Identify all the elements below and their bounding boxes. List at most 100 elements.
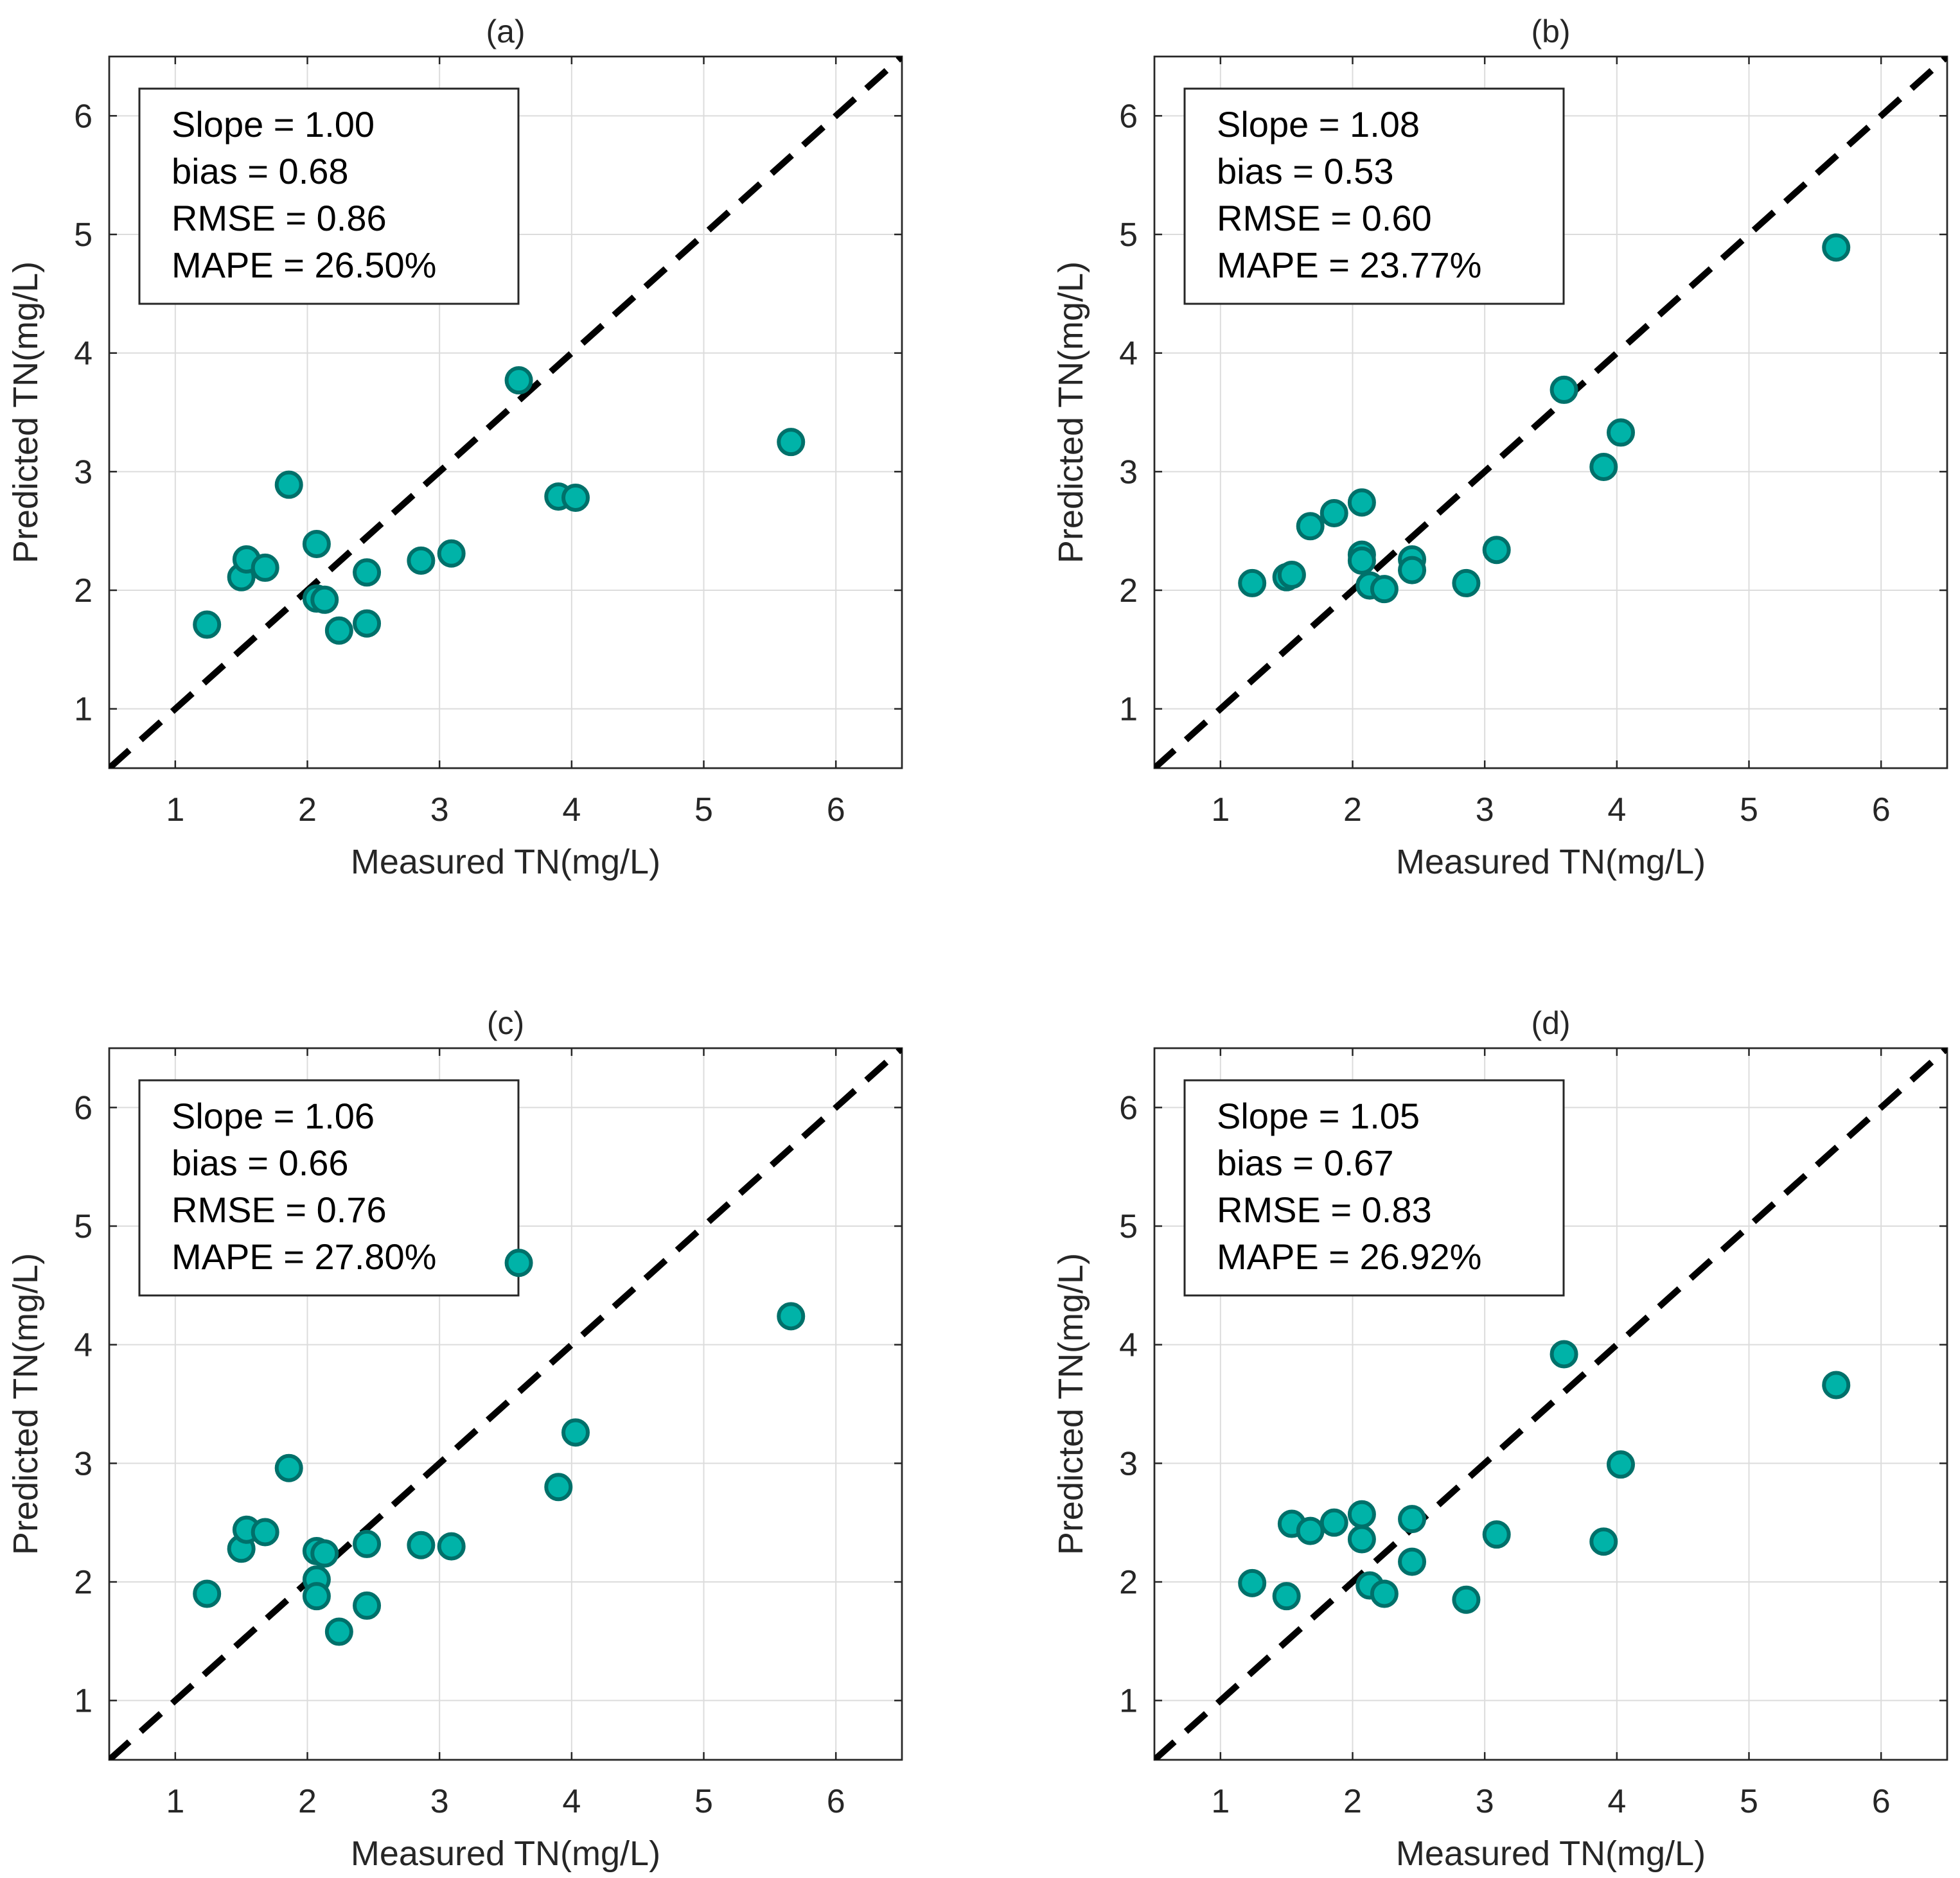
y-tick-label: 3 bbox=[1119, 1445, 1138, 1482]
data-point bbox=[1347, 546, 1376, 575]
x-tick-label: 3 bbox=[430, 791, 449, 829]
data-point bbox=[1822, 1371, 1851, 1400]
data-point bbox=[1347, 1525, 1376, 1554]
y-tick-label: 2 bbox=[1119, 572, 1138, 610]
x-axis-label: Measured TN(mg/L) bbox=[351, 1834, 660, 1873]
data-point bbox=[1320, 498, 1348, 527]
data-point bbox=[310, 1539, 339, 1568]
panel-title: (b) bbox=[1531, 13, 1570, 49]
y-tick-label: 3 bbox=[74, 1445, 93, 1482]
data-point bbox=[1296, 1516, 1325, 1545]
data-point bbox=[544, 1473, 573, 1502]
y-tick-label: 5 bbox=[1119, 1208, 1138, 1245]
y-tick-label: 6 bbox=[1119, 98, 1138, 135]
data-point bbox=[274, 470, 303, 499]
stats-line: MAPE = 26.92% bbox=[1217, 1236, 1481, 1277]
axes-border bbox=[108, 1047, 903, 1761]
x-tick-label: 4 bbox=[1607, 791, 1626, 829]
data-point bbox=[193, 1579, 222, 1608]
y-tick-label: 2 bbox=[74, 572, 93, 610]
x-tick-label: 5 bbox=[694, 1783, 713, 1820]
data-point bbox=[1549, 1340, 1578, 1369]
identity-line bbox=[109, 1048, 902, 1760]
data-point bbox=[1370, 1579, 1399, 1608]
y-tick-label: 5 bbox=[1119, 216, 1138, 254]
x-axis-label: Measured TN(mg/L) bbox=[351, 843, 660, 881]
x-tick-label: 5 bbox=[1740, 791, 1758, 829]
x-tick-label: 6 bbox=[827, 791, 845, 829]
y-tick-label: 1 bbox=[74, 691, 93, 728]
y-tick-label: 4 bbox=[1119, 1327, 1138, 1364]
x-tick-label: 1 bbox=[1211, 1783, 1230, 1820]
data-point bbox=[504, 366, 533, 395]
stats-box bbox=[1183, 87, 1565, 305]
x-axis-label: Measured TN(mg/L) bbox=[1396, 1834, 1706, 1873]
data-point bbox=[353, 558, 382, 587]
x-tick-label: 1 bbox=[1211, 791, 1230, 829]
data-point bbox=[1482, 1520, 1511, 1549]
data-point bbox=[302, 1582, 331, 1611]
stats-line: RMSE = 0.83 bbox=[1217, 1189, 1432, 1230]
y-tick-label: 6 bbox=[74, 1089, 93, 1127]
stats-line: Slope = 1.08 bbox=[1217, 104, 1420, 145]
stats-line: RMSE = 0.76 bbox=[172, 1189, 387, 1230]
y-tick-label: 5 bbox=[74, 1208, 93, 1245]
panel-title: (c) bbox=[487, 1005, 524, 1041]
y-tick-label: 6 bbox=[74, 98, 93, 135]
y-tick-label: 4 bbox=[74, 335, 93, 373]
stats-line: bias = 0.66 bbox=[172, 1143, 349, 1183]
y-axis-label: Predicted TN(mg/L) bbox=[1052, 1253, 1090, 1555]
data-point bbox=[302, 529, 331, 558]
panel-title: (a) bbox=[486, 13, 525, 49]
data-point bbox=[407, 1531, 436, 1559]
data-point bbox=[1296, 512, 1325, 541]
x-tick-label: 3 bbox=[1476, 1783, 1494, 1820]
panel-title: (d) bbox=[1531, 1005, 1570, 1041]
stats-box bbox=[138, 1079, 520, 1297]
data-point bbox=[777, 428, 806, 457]
stats-line: MAPE = 27.80% bbox=[172, 1236, 436, 1277]
x-tick-label: 3 bbox=[430, 1783, 449, 1820]
data-point bbox=[437, 539, 466, 568]
x-axis-label: Measured TN(mg/L) bbox=[1396, 843, 1706, 881]
data-point bbox=[561, 483, 590, 512]
x-tick-label: 3 bbox=[1476, 791, 1494, 829]
data-point bbox=[1452, 568, 1481, 597]
data-point bbox=[407, 546, 436, 575]
stats-line: Slope = 1.00 bbox=[172, 104, 375, 145]
data-point bbox=[1452, 1585, 1481, 1614]
y-tick-label: 1 bbox=[1119, 1683, 1138, 1720]
data-point bbox=[1589, 1527, 1618, 1556]
x-tick-label: 2 bbox=[1343, 1783, 1362, 1820]
x-tick-label: 5 bbox=[1740, 1783, 1758, 1820]
data-point bbox=[1589, 452, 1618, 481]
x-tick-label: 2 bbox=[298, 791, 317, 829]
axes-border bbox=[108, 55, 903, 769]
x-tick-label: 4 bbox=[562, 791, 581, 829]
panel-d: 1 2 3 4 5 6 1 2 3 4 5 6 Slope = 1.05 bias = 0.67 RMSE … bbox=[1052, 1005, 1948, 1873]
y-tick-label: 6 bbox=[1119, 1089, 1138, 1127]
stats-box bbox=[1183, 1079, 1565, 1297]
stats-line: bias = 0.67 bbox=[1217, 1143, 1394, 1183]
data-point bbox=[1822, 233, 1851, 262]
x-tick-label: 2 bbox=[298, 1783, 317, 1820]
axes-border bbox=[1153, 1047, 1948, 1761]
stats-line: RMSE = 0.60 bbox=[1217, 198, 1432, 238]
data-point bbox=[1347, 1500, 1376, 1529]
data-point bbox=[353, 1591, 382, 1620]
data-point bbox=[193, 610, 222, 639]
data-point bbox=[1277, 560, 1306, 589]
data-point bbox=[251, 1518, 279, 1547]
data-point bbox=[1320, 1508, 1348, 1537]
stats-line: Slope = 1.05 bbox=[1217, 1096, 1420, 1136]
identity-line bbox=[1154, 57, 1947, 768]
x-tick-label: 6 bbox=[1872, 1783, 1891, 1820]
data-point bbox=[437, 1532, 466, 1561]
data-point bbox=[1272, 1582, 1301, 1611]
panel-c: 1 2 3 4 5 6 1 2 3 4 5 6 Slope = 1.06 bias = 0.66 RMSE … bbox=[6, 1005, 903, 1873]
y-axis-label: Predicted TN(mg/L) bbox=[6, 261, 45, 563]
data-point bbox=[1238, 1568, 1267, 1597]
x-tick-label: 2 bbox=[1343, 791, 1362, 829]
data-point bbox=[1398, 1547, 1427, 1576]
